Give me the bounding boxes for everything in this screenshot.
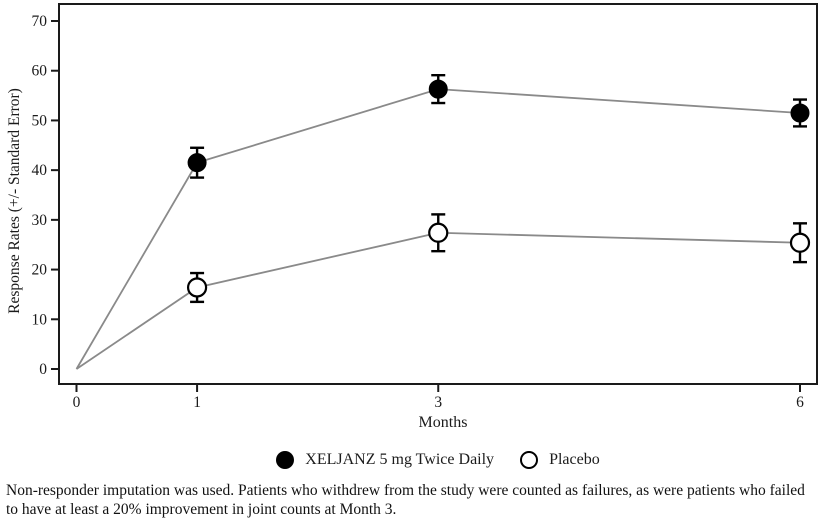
y-tick-label: 0 [39,361,47,378]
footnote-text: Non-responder imputation was used. Patie… [6,482,805,518]
line-chart: 0 10 20 30 40 50 60 70 0 1 3 6 [32,3,818,411]
x-tick-label: 3 [434,394,442,411]
x-tick-label: 0 [73,394,81,411]
open-circle-marker [186,277,208,298]
plot-border [58,3,818,385]
filled-circle-icon [276,451,295,469]
y-axis-label: Response Rates (+/- Standard Error) [6,88,23,314]
legend-item-xeljanz: XELJANZ 5 mg Twice Daily [276,451,494,469]
y-tick-label: 20 [32,262,48,279]
y-tick-label: 50 [32,112,48,129]
open-circle-marker [789,232,811,253]
y-tick-label: 70 [32,13,48,30]
y-tick-label: 60 [32,63,48,80]
series-line-placebo [75,231,801,370]
legend-label-xeljanz: XELJANZ 5 mg Twice Daily [305,451,495,468]
open-circle-icon [520,451,539,469]
filled-circle-marker [790,103,810,123]
y-tick-label: 10 [32,311,48,328]
filled-circle-marker [428,79,448,99]
x-tick-label: 1 [193,394,201,411]
y-tick-label: 40 [32,162,48,179]
legend-item-placebo: Placebo [520,451,600,469]
series-line-xeljanz [75,88,801,370]
legend: XELJANZ 5 mg Twice Daily Placebo [59,451,817,469]
open-circle-marker [428,222,449,243]
x-tick-label: 6 [796,394,804,411]
legend-label-placebo: Placebo [549,451,600,468]
filled-circle-marker [187,153,207,173]
y-tick-label: 30 [32,212,48,229]
x-axis-label: Months [418,414,468,431]
